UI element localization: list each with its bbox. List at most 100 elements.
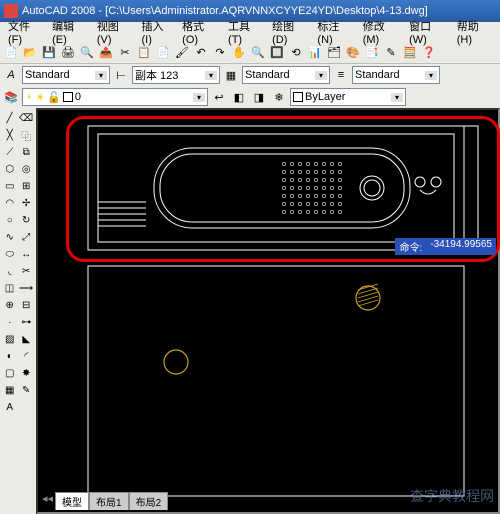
tool-palette-icon[interactable]: 🎨 [344,44,362,62]
zoom-icon[interactable]: 🔍 [249,44,267,62]
menu-help[interactable]: 帮助(H) [453,17,496,47]
tab-model[interactable]: 模型 [55,492,89,510]
lock-icon: 🔓 [47,91,61,104]
chevron-down-icon: ▾ [425,71,437,80]
edit-icon[interactable]: ✎ [19,382,35,398]
menu-file[interactable]: 文件(F) [4,17,46,47]
layer-freeze-icon[interactable]: ❄ [270,88,288,106]
pan-icon[interactable]: ✋ [230,44,248,62]
line-icon[interactable]: ╱ [2,110,17,126]
text-style-combo[interactable]: Standard ▾ [22,66,110,84]
window-title: AutoCAD 2008 - [C:\Users\Administrator.A… [22,5,428,17]
menu-draw[interactable]: 绘图(D) [268,17,311,47]
layer-combo[interactable]: ♀ ☀ 🔓 0 ▾ [22,88,208,106]
color-swatch [63,92,73,102]
rect-icon[interactable]: ▭ [2,178,18,194]
chamfer-icon[interactable]: ◣ [19,331,35,347]
layer-props-icon[interactable]: 📚 [2,88,20,106]
zoom-window-icon[interactable]: 🔲 [268,44,286,62]
layer-iso-icon[interactable]: ◧ [230,88,248,106]
menu-format[interactable]: 格式(O) [178,17,222,47]
layer-prev-icon[interactable]: ↩ [210,88,228,106]
save-icon[interactable]: 💾 [40,44,58,62]
fillet-icon[interactable]: ◜ [19,348,35,364]
menu-view[interactable]: 视图(V) [93,17,136,47]
copy-icon[interactable]: 📋 [135,44,153,62]
mirror-icon[interactable]: ⧉ [19,144,35,160]
table-style-combo[interactable]: Standard ▾ [242,66,330,84]
pline-icon[interactable]: ⟋ [2,144,18,160]
layers-toolbar: 📚 ♀ ☀ 🔓 0 ▾ ↩ ◧ ◨ ❄ ByLayer ▾ [0,86,500,108]
gradient-icon[interactable]: ◐ [2,348,18,364]
hatch-icon[interactable]: ▨ [2,331,18,347]
explode-icon[interactable]: ✸ [19,365,35,381]
tab-layout2[interactable]: 布局2 [129,492,169,510]
region-icon[interactable]: ▢ [2,365,18,381]
erase-icon[interactable]: ⌫ [18,110,34,126]
xline-icon[interactable]: ╳ [2,127,18,143]
stretch-icon[interactable]: ↔ [19,246,35,262]
cut-icon[interactable]: ✂ [116,44,134,62]
insert-icon[interactable]: ⊕ [2,297,18,313]
ml-style-value: Standard [355,69,400,81]
ellipse-arc-icon[interactable]: ◟ [2,263,18,279]
extend-icon[interactable]: ⟶ [18,280,34,296]
print-icon[interactable]: 🖨 [59,44,77,62]
open-icon[interactable]: 📂 [21,44,39,62]
linetype-combo[interactable]: ByLayer ▾ [290,88,406,106]
ml-style-combo[interactable]: Standard ▾ [352,66,440,84]
trim-icon[interactable]: ✂ [19,263,35,279]
menu-dim[interactable]: 标注(N) [313,17,356,47]
tab-nav-left-icon[interactable]: ◂◂ [40,492,55,510]
menu-window[interactable]: 窗口(W) [405,17,451,47]
tab-layout1[interactable]: 布局1 [89,492,129,510]
table-style-icon[interactable]: ▦ [222,66,240,84]
paste-icon[interactable]: 📄 [154,44,172,62]
calc-icon[interactable]: 🧮 [401,44,419,62]
text-style-value: Standard [25,69,70,81]
preview-icon[interactable]: 🔍 [78,44,96,62]
array-icon[interactable]: ⊞ [19,178,35,194]
dim-style-value: 副本 123 [135,67,178,83]
arc-icon[interactable]: ◠ [2,195,18,211]
dc-icon[interactable]: 🗂 [325,44,343,62]
join-icon[interactable]: ⊶ [19,314,35,330]
ml-style-icon[interactable]: ≡ [332,66,350,84]
new-icon[interactable]: 📄 [2,44,20,62]
dim-style-icon[interactable]: ⊢ [112,66,130,84]
polygon-icon[interactable]: ⬡ [2,161,18,177]
menu-insert[interactable]: 插入(I) [138,17,177,47]
properties-icon[interactable]: 📊 [306,44,324,62]
sheet-icon[interactable]: 📑 [363,44,381,62]
lt-swatch [293,92,303,102]
publish-icon[interactable]: 📤 [97,44,115,62]
scale-icon[interactable]: ⤢ [19,229,35,245]
markup-icon[interactable]: ✎ [382,44,400,62]
menu-modify[interactable]: 修改(M) [359,17,403,47]
chevron-down-icon: ▾ [391,93,403,102]
mtext-icon[interactable]: A [2,399,18,415]
help-icon[interactable]: ❓ [420,44,438,62]
menubar: 文件(F) 编辑(E) 视图(V) 插入(I) 格式(O) 工具(T) 绘图(D… [0,22,500,42]
point-icon[interactable]: · [2,314,18,330]
offset-icon[interactable]: ◎ [19,161,35,177]
menu-tools[interactable]: 工具(T) [224,17,266,47]
move-icon[interactable]: ✢ [19,195,35,211]
rotate-icon[interactable]: ↻ [19,212,35,228]
block-icon[interactable]: ◫ [2,280,17,296]
spline-icon[interactable]: ∿ [2,229,18,245]
table-icon[interactable]: ▦ [2,382,18,398]
match-icon[interactable]: 🖌 [173,44,191,62]
menu-edit[interactable]: 编辑(E) [48,17,91,47]
layer-off-icon[interactable]: ◨ [250,88,268,106]
break-icon[interactable]: ⊟ [19,297,35,313]
undo-icon[interactable]: ↶ [192,44,210,62]
redo-icon[interactable]: ↷ [211,44,229,62]
ellipse-icon[interactable]: ⬭ [2,246,18,262]
dim-style-combo[interactable]: 副本 123 ▾ [132,66,220,84]
drawing-canvas[interactable]: 命令: -34194.99565 ◂◂ 模型 布局1 布局2 查字典教程网 [36,108,500,514]
circle-icon[interactable]: ○ [2,212,18,228]
zoom-prev-icon[interactable]: ⟲ [287,44,305,62]
copy-tool-icon[interactable]: ⿻ [19,127,35,143]
text-style-icon[interactable]: A [2,66,20,84]
